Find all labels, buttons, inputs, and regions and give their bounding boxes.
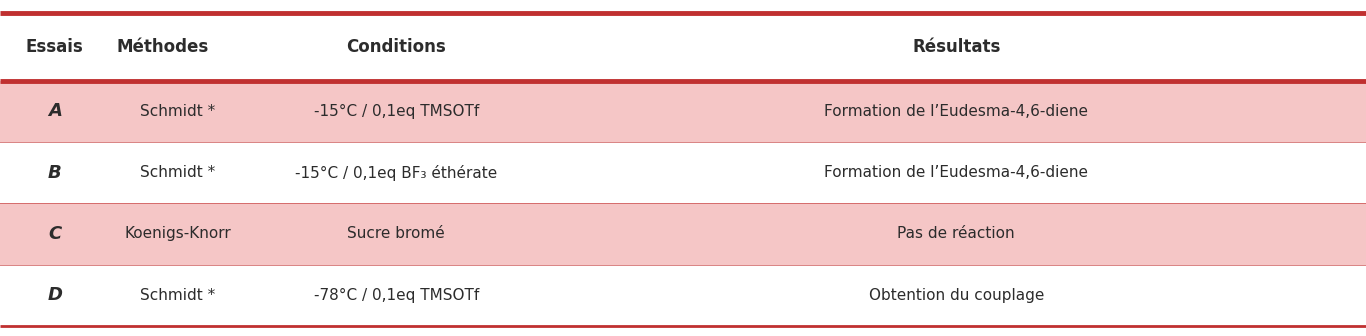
Bar — [0, 81, 1366, 142]
Text: Conditions: Conditions — [346, 38, 447, 56]
Bar — [0, 265, 1366, 326]
Text: Schmidt *: Schmidt * — [139, 165, 216, 180]
Text: Schmidt *: Schmidt * — [139, 288, 216, 303]
Text: C: C — [48, 225, 61, 243]
Text: A: A — [48, 102, 61, 120]
Text: -78°C / 0,1eq TMSOTf: -78°C / 0,1eq TMSOTf — [314, 288, 478, 303]
Text: Sucre bromé: Sucre bromé — [347, 226, 445, 242]
Text: -15°C / 0,1eq TMSOTf: -15°C / 0,1eq TMSOTf — [314, 104, 478, 119]
Bar — [0, 142, 1366, 203]
Text: Schmidt *: Schmidt * — [139, 104, 216, 119]
Text: Méthodes: Méthodes — [116, 38, 209, 56]
Text: D: D — [48, 286, 61, 304]
Text: Pas de réaction: Pas de réaction — [897, 226, 1015, 242]
Text: B: B — [48, 164, 61, 182]
Text: -15°C / 0,1eq BF₃ éthérate: -15°C / 0,1eq BF₃ éthérate — [295, 165, 497, 181]
Text: Obtention du couplage: Obtention du couplage — [869, 288, 1044, 303]
Text: Essais: Essais — [26, 38, 83, 56]
Text: Formation de l’Eudesma-4,6-diene: Formation de l’Eudesma-4,6-diene — [824, 165, 1089, 180]
Text: Résultats: Résultats — [912, 38, 1000, 56]
Text: Formation de l’Eudesma-4,6-diene: Formation de l’Eudesma-4,6-diene — [824, 104, 1089, 119]
Bar — [0, 203, 1366, 265]
Text: Koenigs-Knorr: Koenigs-Knorr — [124, 226, 231, 242]
